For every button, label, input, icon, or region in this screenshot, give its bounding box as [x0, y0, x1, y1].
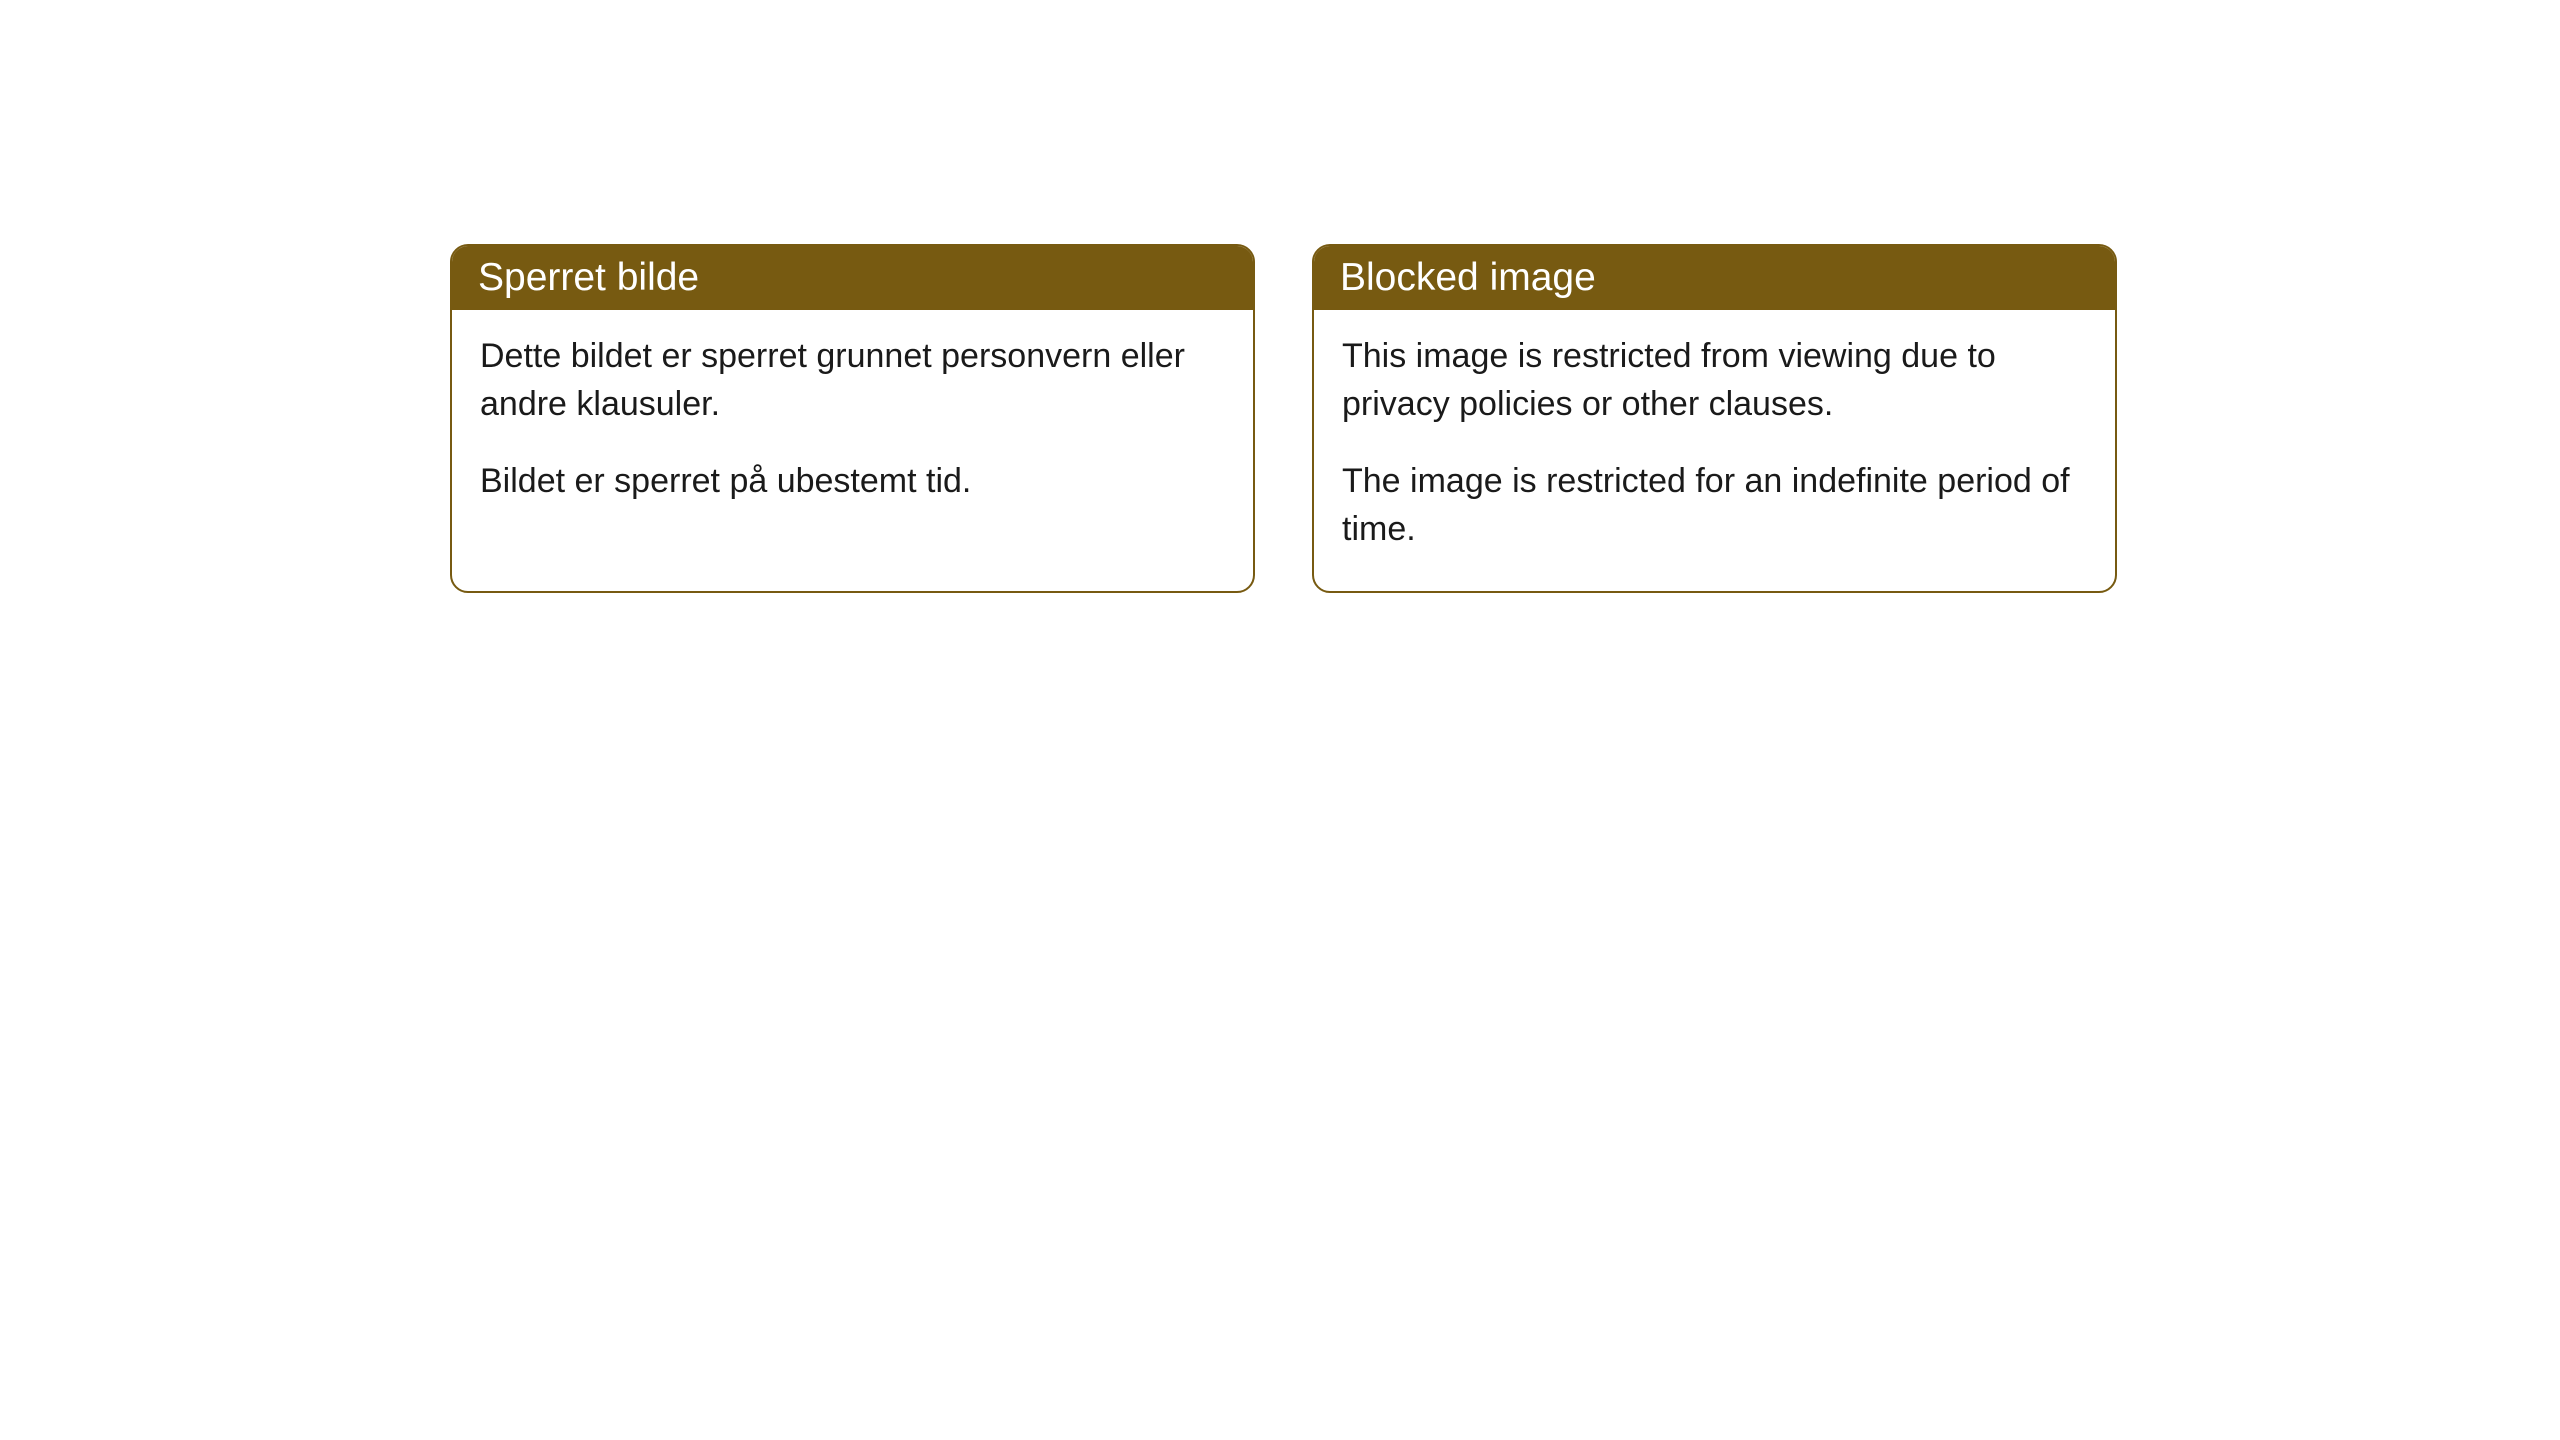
- card-title: Blocked image: [1314, 246, 2115, 310]
- card-paragraph: This image is restricted from viewing du…: [1342, 332, 2087, 429]
- notice-card-norwegian: Sperret bilde Dette bildet er sperret gr…: [450, 244, 1255, 593]
- notice-cards-container: Sperret bilde Dette bildet er sperret gr…: [450, 244, 2117, 593]
- card-paragraph: Bildet er sperret på ubestemt tid.: [480, 457, 1225, 505]
- card-paragraph: Dette bildet er sperret grunnet personve…: [480, 332, 1225, 429]
- card-title: Sperret bilde: [452, 246, 1253, 310]
- card-paragraph: The image is restricted for an indefinit…: [1342, 457, 2087, 554]
- card-body: This image is restricted from viewing du…: [1314, 310, 2115, 591]
- card-body: Dette bildet er sperret grunnet personve…: [452, 310, 1253, 543]
- notice-card-english: Blocked image This image is restricted f…: [1312, 244, 2117, 593]
